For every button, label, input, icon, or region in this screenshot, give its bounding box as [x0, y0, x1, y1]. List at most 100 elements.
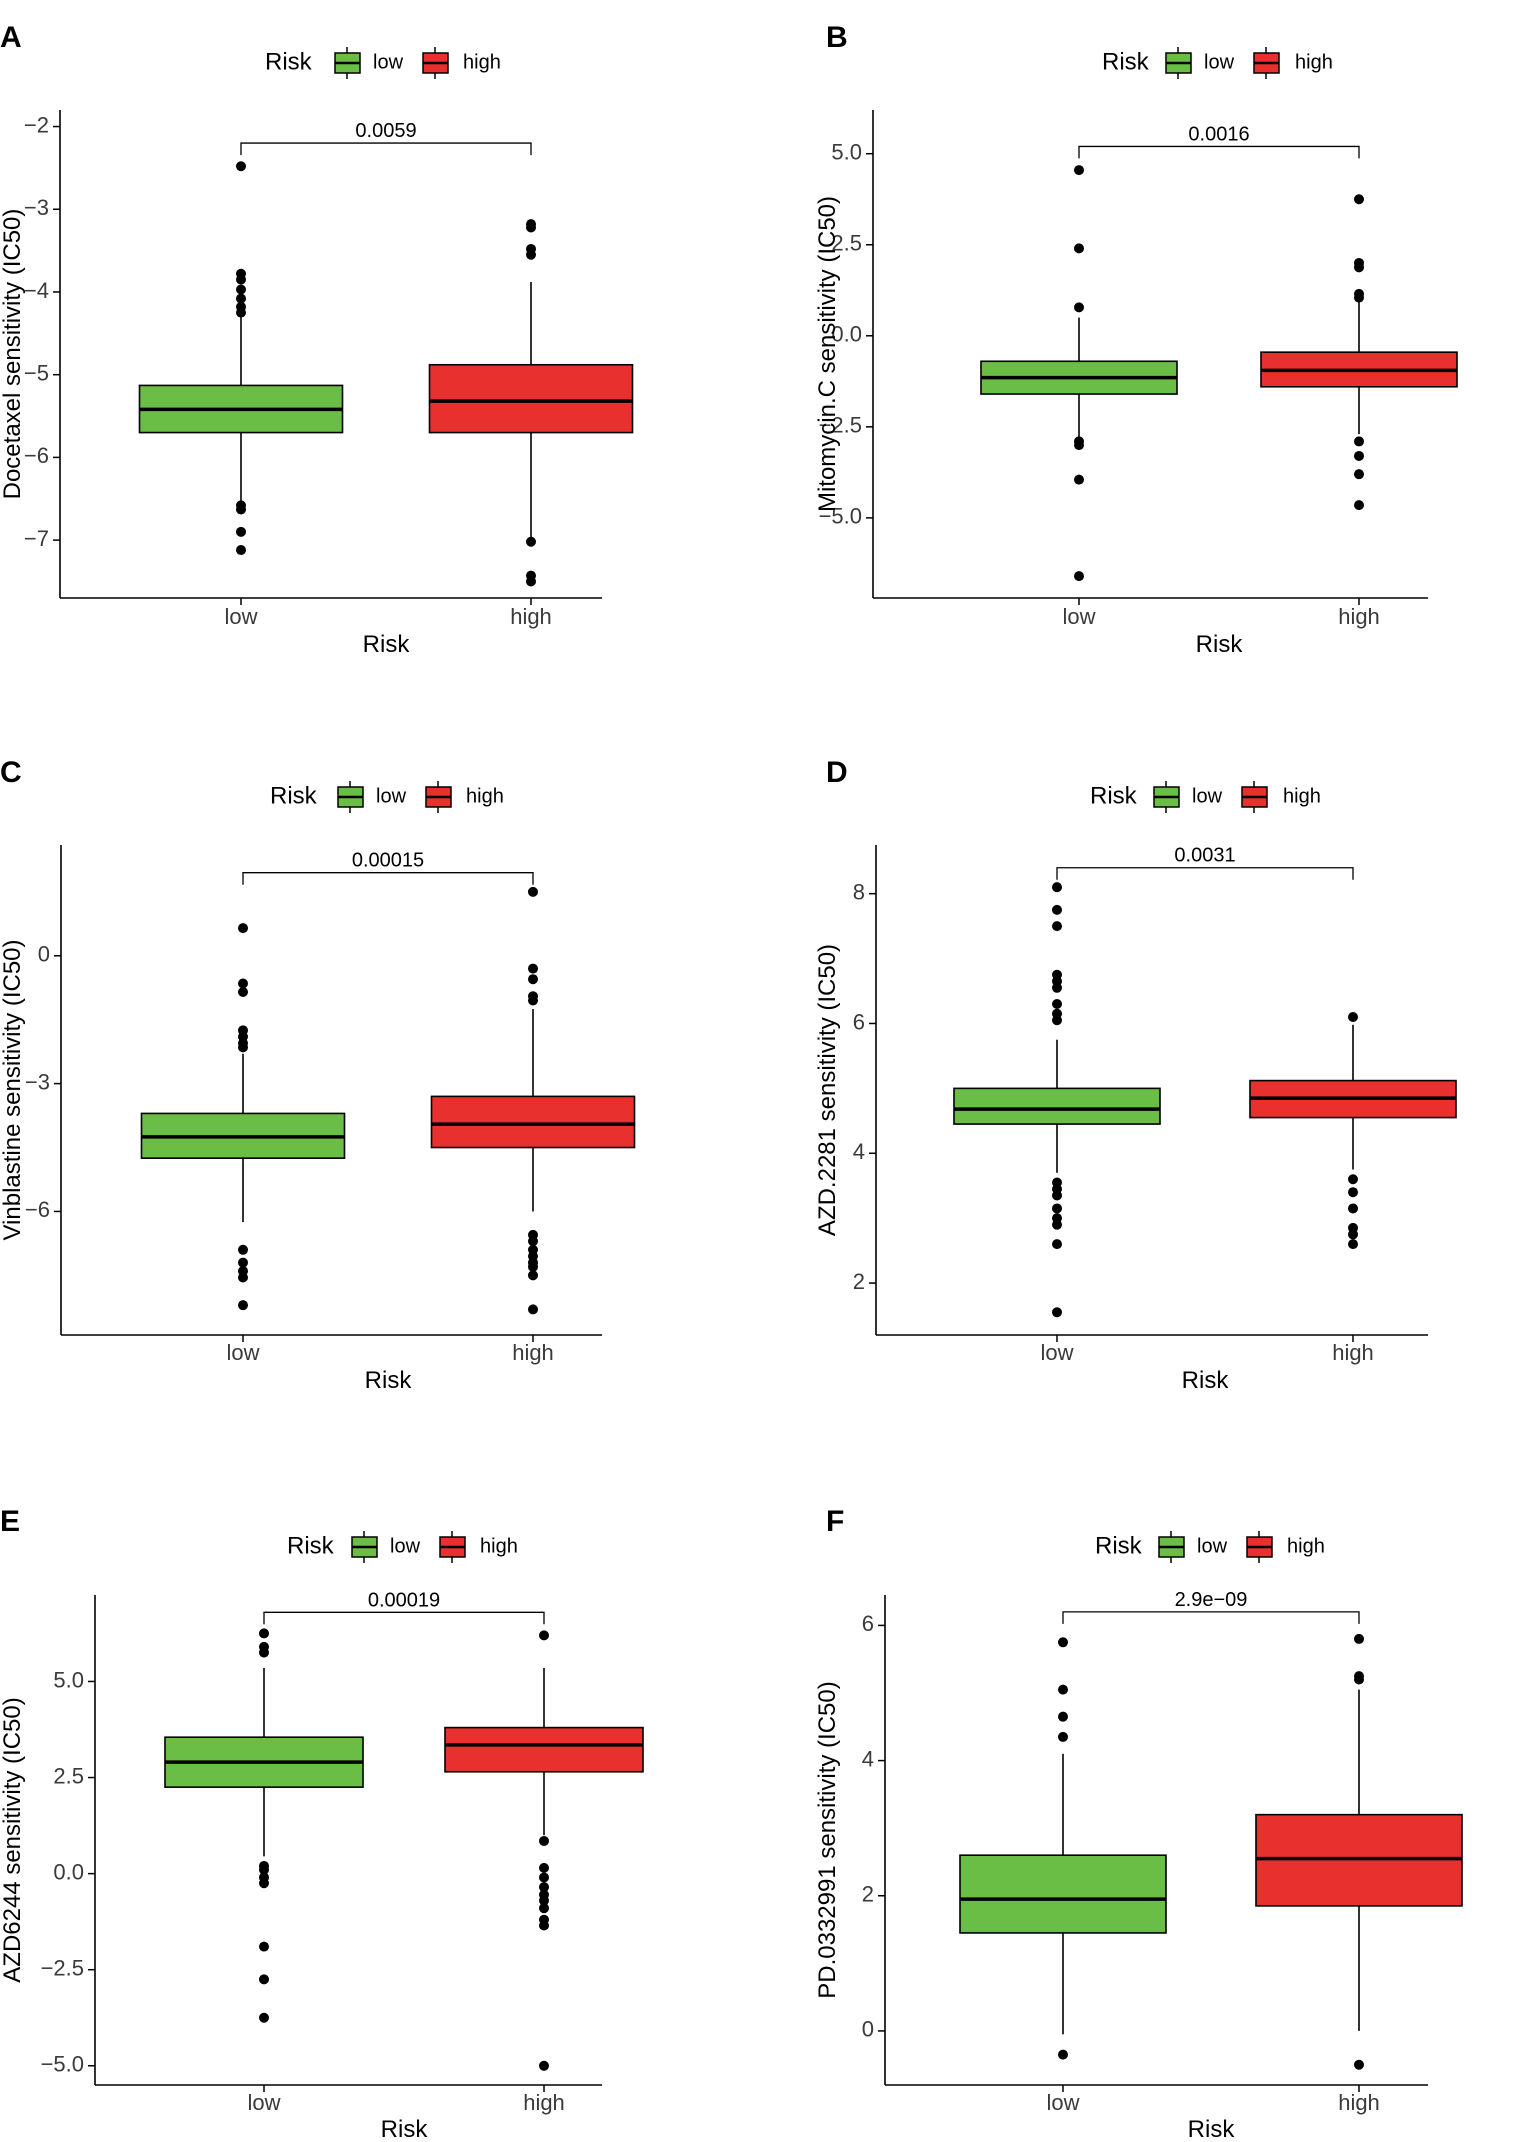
y-axis-title: AZD.2281 sensitivity (IC50) [814, 944, 841, 1236]
box-high [1249, 1011, 1457, 1250]
x-tick-label: high [510, 604, 552, 629]
p-value-label: 0.00019 [368, 1589, 440, 1611]
outlier-point [238, 923, 248, 934]
significance-bracket: 0.0059 [240, 120, 532, 156]
box-low [164, 1628, 364, 2023]
x-axis-title: Risk [381, 2116, 429, 2142]
outlier-point [528, 974, 538, 985]
y-tick-label: 0 [38, 942, 50, 967]
outlier-point [259, 1878, 269, 1889]
box-high [430, 886, 636, 1315]
y-tick-label: 5.0 [53, 1667, 84, 1692]
p-value-label: 2.9e−09 [1175, 1589, 1248, 1611]
outlier-point [539, 1835, 549, 1846]
outlier-point [1058, 1711, 1068, 1722]
panel-letter: B [826, 21, 848, 54]
box-low [980, 165, 1178, 582]
y-tick-label: 0.0 [53, 1859, 84, 1884]
x-tick-label: high [512, 1340, 554, 1365]
legend-label-low: low [1204, 51, 1235, 73]
outlier-point [528, 1261, 538, 1272]
legend: Risk low high [270, 781, 504, 813]
panel-letter: A [0, 21, 22, 54]
y-tick-label: −6 [24, 443, 49, 468]
outlier-point [539, 1882, 549, 1893]
legend: Risk low high [1090, 781, 1321, 813]
outlier-point [1052, 1190, 1062, 1201]
outlier-point [238, 978, 248, 989]
y-tick-label: 4 [853, 1139, 865, 1164]
y-tick-label: 0 [862, 2017, 874, 2042]
bracket-line [1062, 1611, 1360, 1624]
legend-title: Risk [265, 48, 313, 75]
outlier-point [539, 1920, 549, 1931]
outlier-point [1074, 243, 1084, 254]
legend-title: Risk [270, 782, 318, 809]
outlier-point [1348, 1187, 1358, 1198]
x-tick-label: low [247, 2090, 280, 2115]
y-tick-label: 5.0 [831, 140, 862, 165]
outlier-point [1348, 1011, 1358, 1022]
y-tick-label: 2.5 [53, 1763, 84, 1788]
panel-f: F Risk low high 0 2 4 6 low high Risk PD.0332991 se… [814, 1505, 1463, 2142]
legend-label-high: high [480, 1535, 518, 1557]
outlier-point [1348, 1174, 1358, 1185]
outlier-point [1354, 194, 1364, 205]
outlier-point [1354, 292, 1364, 303]
y-tick-label: 2 [862, 1882, 874, 1907]
box-high [1260, 194, 1458, 511]
bracket-line [1056, 867, 1354, 880]
outlier-point [236, 526, 246, 537]
y-axis-title: PD.0332991 sensitivity (IC50) [814, 1681, 841, 1998]
panel-letter: E [0, 1505, 20, 1538]
outlier-point [1074, 571, 1084, 582]
y-tick-label: −7 [24, 526, 49, 551]
outlier-point [1058, 1637, 1068, 1648]
bracket-line [263, 1611, 545, 1625]
outlier-point [236, 293, 246, 304]
legend-label-low: low [373, 51, 404, 73]
outlier-point [1058, 1684, 1068, 1695]
legend-label-low: low [390, 1535, 421, 1557]
bracket-line [1078, 145, 1360, 159]
outlier-point [539, 1630, 549, 1641]
x-tick-label: low [1040, 1340, 1073, 1365]
outlier-point [259, 1647, 269, 1658]
y-tick-label: 2.5 [831, 231, 862, 256]
y-tick-label: −5.0 [41, 2052, 84, 2077]
significance-bracket: 0.00015 [242, 850, 534, 885]
x-axis-title: Risk [1188, 2116, 1236, 2142]
significance-bracket: 2.9e−09 [1062, 1589, 1360, 1624]
outlier-point [528, 1270, 538, 1281]
outlier-point [1052, 921, 1062, 932]
y-tick-label: −3 [25, 1069, 50, 1094]
box-low [953, 882, 1161, 1318]
iqr-box [428, 363, 634, 434]
outlier-point [238, 1042, 248, 1053]
outlier-point [528, 1236, 538, 1247]
outlier-point [539, 1862, 549, 1873]
legend-key-low [334, 47, 361, 79]
x-tick-label: low [1062, 604, 1095, 629]
outlier-point [1074, 302, 1084, 313]
legend-label-high: high [463, 51, 501, 73]
x-tick-label: high [523, 2090, 565, 2115]
y-tick-label: −6 [25, 1197, 50, 1222]
box-low [959, 1637, 1167, 2060]
outlier-point [539, 2060, 549, 2071]
outlier-point [238, 987, 248, 997]
panel-d: D Risk low high 2 4 6 8 low high Risk AZD.2281 sens… [814, 756, 1457, 1394]
legend-key-high [1253, 47, 1280, 79]
panel-letter: C [0, 756, 22, 789]
outlier-point [1052, 1219, 1062, 1230]
box-high [444, 1630, 644, 2071]
outlier-point [1348, 1239, 1358, 1250]
box-low [138, 161, 344, 556]
outlier-point [1052, 1203, 1062, 1214]
y-tick-label: −4 [24, 278, 49, 303]
x-axis-title: Risk [1182, 1367, 1230, 1394]
p-value-label: 0.0059 [355, 120, 416, 142]
legend: Risk low high [265, 47, 501, 79]
